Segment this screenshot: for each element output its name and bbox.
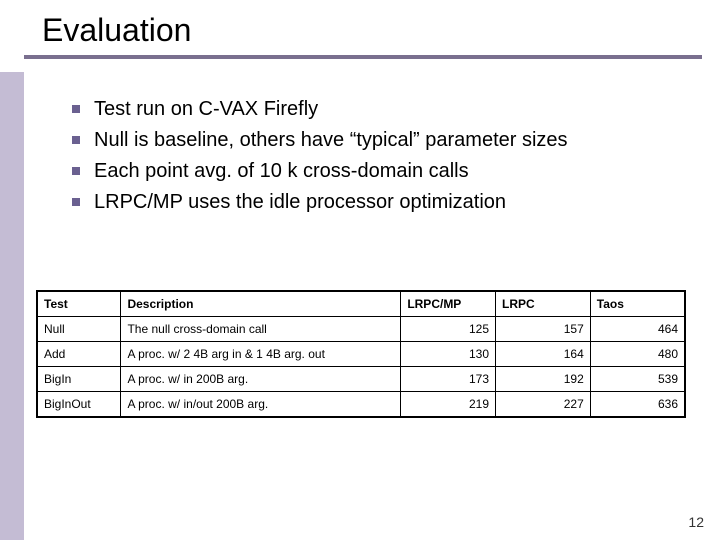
cell-test: Add xyxy=(37,342,121,367)
bullet-text: Null is baseline, others have “typical” … xyxy=(94,127,568,154)
cell-desc: A proc. w/ 2 4B arg in & 1 4B arg. out xyxy=(121,342,401,367)
cell-lrpc: 227 xyxy=(496,392,591,418)
table-row: Null The null cross-domain call 125 157 … xyxy=(37,317,685,342)
cell-test: Null xyxy=(37,317,121,342)
cell-taos: 480 xyxy=(590,342,685,367)
list-item: Null is baseline, others have “typical” … xyxy=(72,127,692,154)
col-header-test: Test xyxy=(37,291,121,317)
cell-taos: 636 xyxy=(590,392,685,418)
list-item: LRPC/MP uses the idle processor optimiza… xyxy=(72,189,692,216)
col-header-taos: Taos xyxy=(590,291,685,317)
bullet-text: Each point avg. of 10 k cross-domain cal… xyxy=(94,158,469,185)
cell-lrpc: 164 xyxy=(496,342,591,367)
cell-desc: A proc. w/ in/out 200B arg. xyxy=(121,392,401,418)
cell-lrpcmp: 125 xyxy=(401,317,496,342)
cell-test: BigInOut xyxy=(37,392,121,418)
bullet-icon xyxy=(72,105,80,113)
bullet-text: Test run on C-VAX Firefly xyxy=(94,96,318,123)
cell-lrpc: 192 xyxy=(496,367,591,392)
table-row: BigInOut A proc. w/ in/out 200B arg. 219… xyxy=(37,392,685,418)
cell-desc: A proc. w/ in 200B arg. xyxy=(121,367,401,392)
cell-desc: The null cross-domain call xyxy=(121,317,401,342)
cell-taos: 539 xyxy=(590,367,685,392)
list-item: Test run on C-VAX Firefly xyxy=(72,96,692,123)
bullet-text: LRPC/MP uses the idle processor optimiza… xyxy=(94,189,506,216)
bullet-icon xyxy=(72,167,80,175)
evaluation-table: Test Description LRPC/MP LRPC Taos Null … xyxy=(36,290,686,418)
col-header-description: Description xyxy=(121,291,401,317)
col-header-lrpc: LRPC xyxy=(496,291,591,317)
cell-test: BigIn xyxy=(37,367,121,392)
page-title: Evaluation xyxy=(42,12,702,49)
bullet-icon xyxy=(72,136,80,144)
left-sidebar xyxy=(0,72,24,540)
cell-lrpcmp: 219 xyxy=(401,392,496,418)
bullet-icon xyxy=(72,198,80,206)
list-item: Each point avg. of 10 k cross-domain cal… xyxy=(72,158,692,185)
bullet-list: Test run on C-VAX Firefly Null is baseli… xyxy=(72,96,692,220)
page-number: 12 xyxy=(688,514,704,530)
table-row: BigIn A proc. w/ in 200B arg. 173 192 53… xyxy=(37,367,685,392)
cell-taos: 464 xyxy=(590,317,685,342)
cell-lrpcmp: 130 xyxy=(401,342,496,367)
table-header-row: Test Description LRPC/MP LRPC Taos xyxy=(37,291,685,317)
col-header-lrpcmp: LRPC/MP xyxy=(401,291,496,317)
cell-lrpcmp: 173 xyxy=(401,367,496,392)
title-underline xyxy=(24,55,702,59)
cell-lrpc: 157 xyxy=(496,317,591,342)
title-block: Evaluation xyxy=(42,12,702,59)
table-row: Add A proc. w/ 2 4B arg in & 1 4B arg. o… xyxy=(37,342,685,367)
